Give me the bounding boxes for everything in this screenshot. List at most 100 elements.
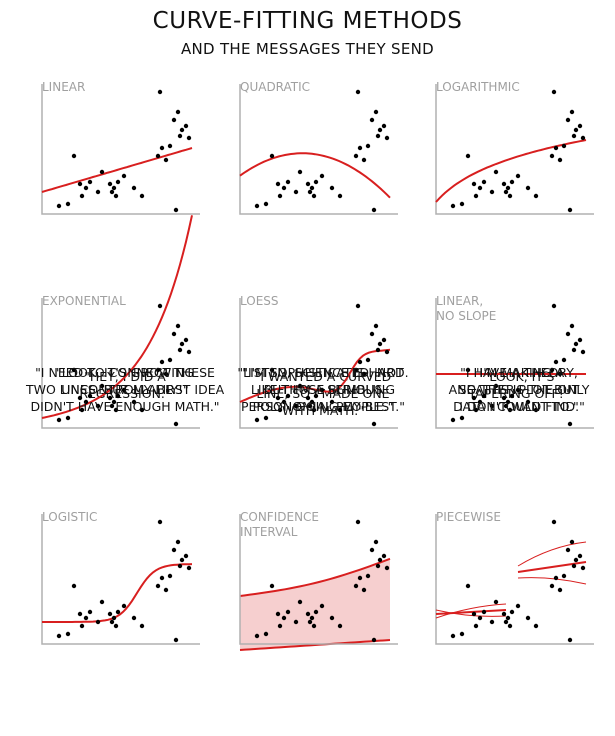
- panel-logistic: LOGISTIC "I NEED TO CONNECT THESE TWO LINE…: [26, 365, 224, 736]
- data-point: [111, 615, 117, 621]
- data-point: [107, 395, 113, 401]
- chart-linear: [41, 84, 200, 215]
- data-point: [501, 181, 507, 187]
- data-point: [139, 407, 145, 413]
- data-point: [305, 395, 311, 401]
- data-point: [177, 347, 183, 353]
- data-point: [79, 623, 85, 629]
- data-point: [309, 615, 315, 621]
- data-point: [275, 395, 281, 401]
- data-point: [549, 153, 555, 159]
- data-point: [477, 615, 483, 621]
- data-point: [131, 399, 137, 405]
- data-point: [121, 387, 127, 393]
- data-point: [477, 399, 483, 405]
- axes: [41, 84, 200, 215]
- data-point: [171, 547, 177, 553]
- data-point: [313, 609, 319, 615]
- panel-title-line: NO SLOPE: [436, 309, 497, 323]
- axes: [239, 84, 398, 215]
- data-point: [505, 185, 511, 191]
- data-point: [493, 383, 499, 389]
- data-point: [275, 181, 281, 187]
- panel-grid: LINEAR "HEY, I DID A REGRESSION." QUADRATIC…: [26, 76, 615, 651]
- data-point: [293, 403, 299, 409]
- data-point: [305, 611, 311, 617]
- data-point: [553, 145, 559, 151]
- data-point: [533, 407, 539, 413]
- data-point: [525, 185, 531, 191]
- comic-subtitle: AND THE MESSAGES THEY SEND: [180, 40, 435, 58]
- piecewise-segment: [435, 609, 507, 615]
- data-point: [109, 403, 115, 409]
- data-point: [159, 359, 165, 365]
- data-point: [65, 631, 71, 637]
- data-point: [77, 395, 83, 401]
- data-point: [99, 383, 105, 389]
- data-point: [565, 547, 571, 553]
- data-point: [384, 565, 390, 571]
- data-point: [329, 615, 335, 621]
- data-point: [71, 153, 77, 159]
- caption-line: AND THIS IS THE ONLY: [448, 382, 590, 397]
- data-point: [177, 563, 183, 569]
- data-point: [107, 181, 113, 187]
- caption-line: "I WANTED A CURVED: [254, 369, 392, 384]
- caption-line: "LOOK, IT'S: [483, 369, 555, 384]
- data-point: [109, 189, 115, 195]
- data-point: [95, 189, 101, 195]
- chart-confidence-interval: [239, 514, 398, 651]
- data-point: [159, 145, 165, 151]
- data-point: [157, 519, 163, 525]
- panel-linear: LINEAR "HEY, I DID A REGRESSION.": [30, 76, 220, 401]
- data-point: [329, 399, 335, 405]
- data-point: [83, 185, 89, 191]
- data-point: [549, 367, 555, 373]
- data-point: [159, 575, 165, 581]
- data-point: [285, 393, 291, 399]
- panel-quadratic: QUADRATIC "I WANTED A CURVED LINE, SO I MA…: [228, 76, 418, 418]
- caption-line: UNCONTROLLABLY!": [61, 382, 189, 397]
- panel-title-line: LOESS: [240, 294, 279, 308]
- data-point: [309, 185, 315, 191]
- data-point: [549, 583, 555, 589]
- axes: [239, 514, 398, 645]
- data-point: [281, 185, 287, 191]
- chart-piecewise: [435, 514, 594, 645]
- data-point: [371, 207, 377, 213]
- panel-piecewise: PIECEWISE "I HAVE A THEORY, AND THIS IS TH…: [424, 365, 614, 736]
- data-point: [573, 127, 579, 133]
- data-point: [171, 117, 177, 123]
- caption-line: TAPERING OFF!": [468, 386, 570, 401]
- panel-caption: "I'M SOPHISTICATED, NOT LIKE THOSE BUMBLI…: [224, 364, 422, 415]
- data-point: [561, 357, 567, 363]
- data-point: [107, 611, 113, 617]
- data-point: [515, 603, 521, 609]
- data-point: [177, 133, 183, 139]
- data-point: [111, 399, 117, 405]
- chart-linear-no-slope: [435, 298, 594, 429]
- data-point: [373, 323, 379, 329]
- data-point: [515, 173, 521, 179]
- fit-line-exponential: [41, 215, 193, 419]
- data-point: [567, 421, 573, 427]
- data-point: [459, 631, 465, 637]
- panel-caption: "I'M MAKING A SCATTER PLOT BUT I DON'T WAN…: [420, 364, 615, 415]
- panel-title-line: INTERVAL: [240, 525, 298, 539]
- piecewise-segment: [435, 609, 507, 617]
- data-point: [113, 623, 119, 629]
- data-point: [361, 157, 367, 163]
- data-point: [375, 347, 381, 353]
- data-point: [337, 193, 343, 199]
- data-point: [473, 407, 479, 413]
- data-point: [183, 553, 189, 559]
- data-point: [361, 371, 367, 377]
- data-point: [569, 323, 575, 329]
- comic-title: CURVE-FITTING METHODS: [152, 8, 463, 34]
- data-point: [157, 89, 163, 95]
- data-point: [371, 421, 377, 427]
- panel-loess: LOESS "I'M SOPHISTICATED, NOT LIKE THOSE B…: [228, 290, 418, 520]
- data-point: [167, 143, 173, 149]
- panel-title-line: CONFIDENCE: [240, 510, 320, 524]
- caption-line: REGRESSION.": [79, 386, 171, 401]
